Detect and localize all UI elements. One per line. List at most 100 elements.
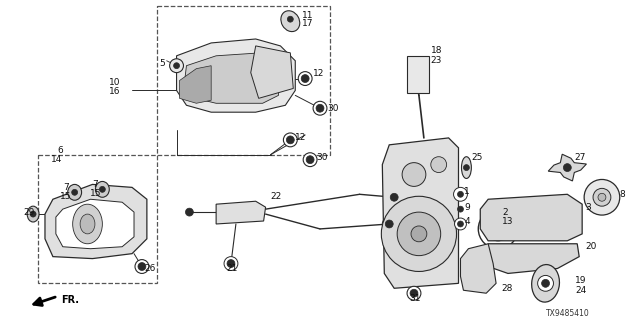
Text: 6: 6 [57, 146, 63, 155]
Text: 10: 10 [109, 78, 120, 87]
Text: 4: 4 [465, 217, 470, 226]
Bar [407, 56, 429, 93]
Circle shape [454, 218, 467, 230]
Polygon shape [486, 244, 579, 274]
Text: 9: 9 [465, 203, 470, 212]
Circle shape [72, 189, 77, 195]
Polygon shape [382, 138, 458, 288]
Polygon shape [45, 184, 147, 259]
Text: FR.: FR. [61, 295, 79, 305]
Circle shape [402, 163, 426, 186]
Text: 20: 20 [585, 242, 596, 251]
Text: 21: 21 [226, 264, 237, 273]
Circle shape [173, 63, 180, 69]
Circle shape [593, 188, 611, 206]
Text: 13: 13 [502, 217, 513, 226]
Circle shape [486, 217, 510, 241]
Circle shape [541, 279, 550, 287]
Circle shape [411, 226, 427, 242]
Circle shape [306, 156, 314, 164]
Text: 30: 30 [316, 153, 328, 162]
Circle shape [458, 191, 463, 197]
Circle shape [397, 212, 441, 256]
Text: 29: 29 [23, 208, 35, 217]
Ellipse shape [27, 206, 39, 222]
Text: 19: 19 [575, 276, 587, 285]
Circle shape [138, 263, 146, 270]
Polygon shape [460, 244, 496, 293]
Circle shape [385, 220, 393, 228]
Text: 12: 12 [313, 69, 324, 78]
Circle shape [284, 133, 297, 147]
Ellipse shape [73, 204, 102, 244]
Ellipse shape [281, 11, 300, 32]
Circle shape [298, 72, 312, 85]
Circle shape [478, 209, 518, 249]
Text: 16: 16 [109, 87, 120, 96]
Text: 30: 30 [327, 104, 339, 113]
Text: 11: 11 [302, 11, 314, 20]
Polygon shape [216, 201, 266, 224]
Text: 8: 8 [620, 190, 625, 199]
Circle shape [313, 101, 327, 115]
Circle shape [382, 217, 396, 231]
Text: 14: 14 [51, 155, 63, 164]
Circle shape [316, 104, 324, 112]
Circle shape [387, 190, 401, 204]
Text: 23: 23 [431, 56, 442, 65]
Polygon shape [251, 46, 293, 98]
Ellipse shape [95, 181, 109, 197]
Circle shape [584, 180, 620, 215]
Text: 25: 25 [472, 153, 483, 162]
Polygon shape [480, 194, 582, 241]
Circle shape [458, 221, 463, 227]
Text: 24: 24 [575, 286, 586, 295]
Circle shape [407, 286, 421, 300]
Ellipse shape [80, 214, 95, 234]
Polygon shape [184, 53, 278, 103]
Circle shape [303, 153, 317, 167]
Text: 18: 18 [431, 46, 442, 55]
Text: 7: 7 [63, 183, 68, 192]
Circle shape [598, 193, 606, 201]
Text: 15: 15 [90, 189, 101, 198]
Ellipse shape [68, 184, 81, 200]
Circle shape [390, 193, 398, 201]
Circle shape [186, 208, 193, 216]
Circle shape [99, 186, 106, 192]
Circle shape [493, 224, 503, 234]
Ellipse shape [461, 157, 472, 179]
Circle shape [170, 59, 184, 73]
Circle shape [538, 276, 554, 291]
Circle shape [454, 188, 467, 201]
Bar [38, 155, 157, 283]
Circle shape [287, 16, 293, 22]
Circle shape [30, 211, 36, 217]
Polygon shape [177, 39, 295, 112]
Text: 17: 17 [302, 19, 314, 28]
Polygon shape [56, 199, 134, 249]
Text: 27: 27 [574, 153, 586, 162]
Polygon shape [180, 66, 211, 103]
Bar [157, 6, 330, 155]
Text: 26: 26 [144, 264, 156, 273]
Text: 12: 12 [295, 133, 307, 142]
Text: 22: 22 [271, 192, 282, 201]
Text: 5: 5 [159, 59, 164, 68]
Text: 7: 7 [93, 180, 99, 189]
Circle shape [381, 196, 456, 271]
Text: 1: 1 [465, 187, 470, 196]
Circle shape [431, 157, 447, 172]
Circle shape [224, 257, 238, 270]
Text: 15: 15 [60, 192, 72, 201]
Polygon shape [548, 154, 586, 181]
Text: 3: 3 [585, 203, 591, 212]
Text: TX9485410: TX9485410 [545, 308, 589, 317]
Circle shape [463, 164, 469, 171]
Circle shape [458, 206, 463, 212]
Ellipse shape [532, 265, 559, 302]
Circle shape [135, 260, 149, 274]
Text: 28: 28 [501, 284, 513, 293]
Text: 31: 31 [409, 294, 420, 303]
Text: 2: 2 [502, 208, 508, 217]
